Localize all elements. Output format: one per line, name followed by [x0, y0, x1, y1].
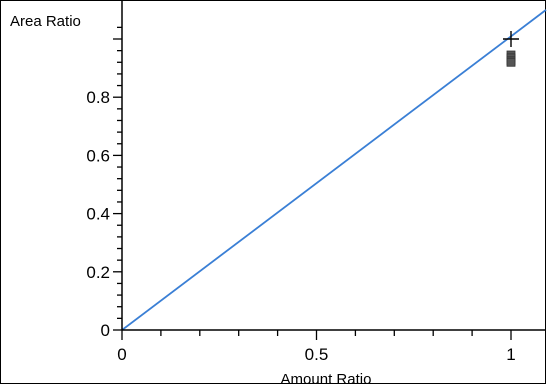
x-tick-label: 0.5	[305, 345, 329, 364]
y-tick-label: 0.8	[86, 88, 110, 107]
fit-line	[121, 9, 547, 331]
data-point-square	[506, 57, 516, 67]
y-tick-label: 0.6	[86, 146, 110, 165]
y-axis-title: Area Ratio	[10, 13, 81, 30]
y-tick-label: 0.2	[86, 263, 110, 282]
y-ticks: 0 0.2 0.4 0.6 0.8	[86, 26, 122, 340]
data-point-plus	[503, 31, 519, 47]
y-tick-label: 0.4	[86, 205, 110, 224]
chart-marks	[121, 9, 547, 331]
x-tick-label: 0	[117, 345, 126, 364]
x-tick-label: 1	[506, 345, 515, 364]
x-axis-title: Amount Ratio	[281, 371, 372, 386]
x-ticks: 0 0.5 1	[117, 330, 516, 364]
y-tick-label: 0	[101, 321, 110, 340]
